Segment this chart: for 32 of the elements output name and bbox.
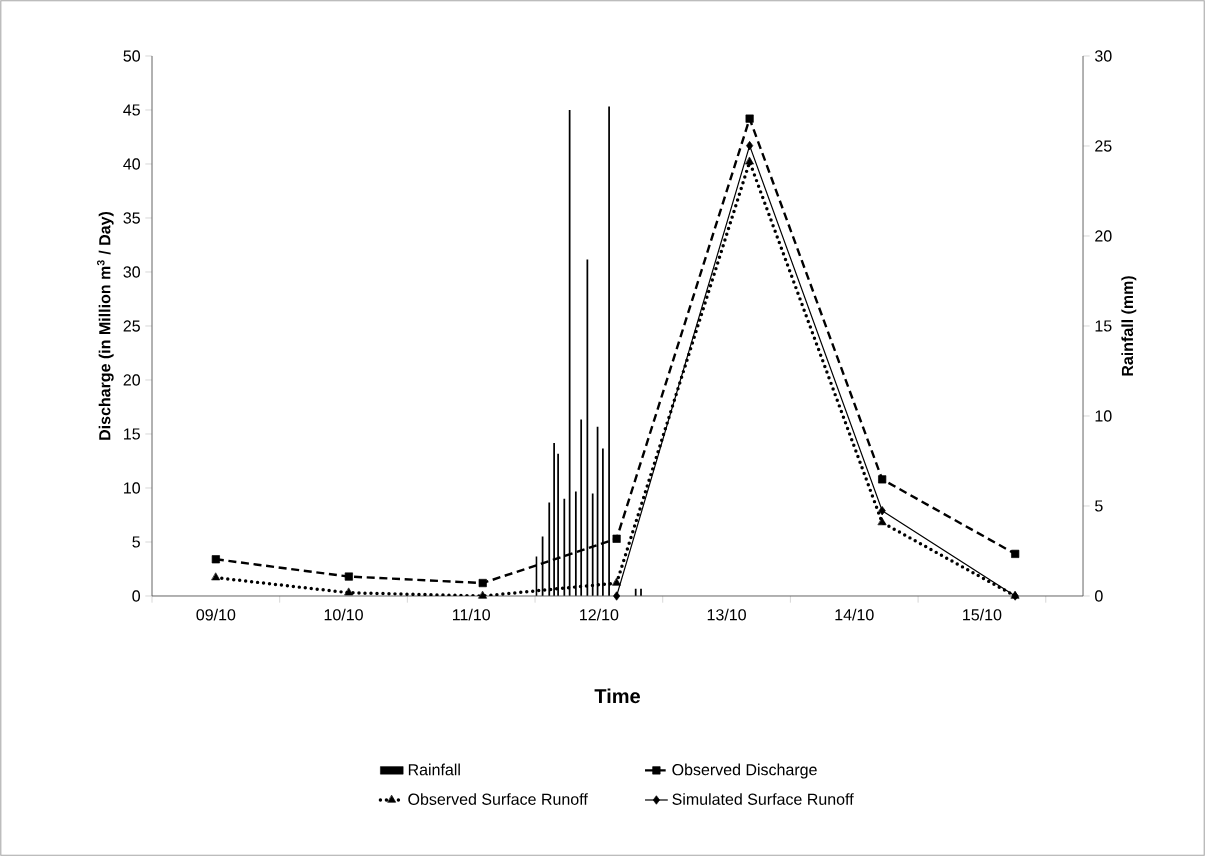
y2-tick-label: 20 [1095,230,1112,242]
x-axis-title: Time [594,688,640,704]
y-tick-label: 0 [132,590,141,602]
legend-label: Observed Surface Runoff [408,793,588,805]
y-tick-label: 25 [123,320,140,332]
y2-tick-label: 15 [1095,320,1112,332]
y2-tick-label: 25 [1095,140,1112,152]
x-tick-label: 12/10 [580,608,619,621]
legend-label: Observed Discharge [672,763,817,779]
y2-tick-label: 5 [1095,500,1103,512]
x-tick-label: 11/10 [452,608,491,621]
x-tick-label: 13/10 [707,608,746,621]
legend-label: Simulated Surface Runoff [672,793,854,805]
y-tick-label: 30 [123,266,141,278]
x-tick-label: 15/10 [963,608,1002,621]
y-tick-label: 40 [123,158,141,170]
x-tick-label: 09/10 [196,608,236,621]
y-tick-label: 35 [123,212,140,224]
y-tick-label: 50 [123,50,141,62]
y-tick-label: 5 [132,536,140,548]
y-axis-title: Discharge (in Million m$^{3}$ / Day) [97,211,114,440]
x-tick-label: 14/10 [835,608,874,621]
y2-tick-label: 10 [1095,410,1112,422]
y2-axis-title: Rainfall (mm) [1121,276,1137,376]
y2-tick-label: 0 [1095,590,1103,602]
y-tick-label: 45 [123,104,140,116]
y-tick-label: 15 [124,428,140,440]
y-tick-label: 10 [124,482,141,494]
x-tick-label: 10/10 [324,608,363,621]
legend-label: Rainfall [408,763,460,776]
y2-tick-label: 30 [1095,50,1112,62]
y-tick-label: 20 [123,374,141,386]
